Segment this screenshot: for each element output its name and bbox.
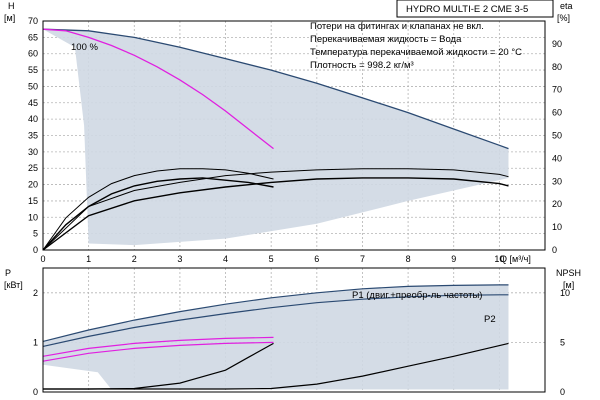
head-tick-label: 15: [28, 196, 38, 206]
curve-p1-max: [42, 284, 509, 342]
flow-tick-labels: 0 1 2 3 4 5 6 7 8 9 10: [40, 254, 504, 264]
power-envelope-area: [43, 284, 509, 390]
curve-head-max: [42, 28, 509, 150]
head-efficiency-panel: 0 1 2 3 4 5 6 7 8 9 10 051015202530354045505560657…: [4, 0, 573, 264]
npsh-tick-label: 10: [560, 288, 570, 298]
power-curves: [42, 284, 509, 390]
head-plot-frame: [42, 20, 546, 251]
npsh-tick-label: 5: [560, 337, 565, 347]
head-tick-label: 40: [28, 114, 38, 124]
efficiency-tick-label: 50: [552, 131, 562, 141]
efficiency-tick-label: 90: [552, 39, 562, 49]
head-tick-label: 50: [28, 81, 38, 91]
head-tick-label: 55: [28, 65, 38, 75]
curve-p1-100: [42, 336, 274, 357]
efficiency-tick-label: 80: [552, 62, 562, 72]
npsh-axis-unit: [м]: [563, 280, 574, 290]
curve-head-100: [42, 28, 274, 150]
head-tick-labels: 0 5 10 15 20 25 30 35 40 45 50 55 60 65 70: [28, 16, 38, 255]
efficiency-axis-unit: [%]: [557, 13, 570, 23]
note-temperature: Температура перекачиваемой жидкости = 20…: [310, 47, 522, 58]
npsh-tick-labels: 0 5 10: [560, 288, 570, 397]
head-tick-label: 65: [28, 32, 38, 42]
efficiency-axis-label: eta: [560, 1, 573, 11]
power-plot-frame: [42, 267, 546, 393]
curve-eta-small-inner: [42, 177, 274, 251]
head-curves: [42, 28, 509, 251]
head-tick-label: 25: [28, 163, 38, 173]
efficiency-tick-label: 40: [552, 153, 562, 163]
head-tick-label: 20: [28, 180, 38, 190]
efficiency-tick-label: 20: [552, 199, 562, 209]
efficiency-tick-label: 60: [552, 108, 562, 118]
head-envelope-area: [43, 29, 509, 246]
flow-tick-label: 6: [314, 254, 319, 264]
curve-eta-large-outer: [42, 168, 509, 251]
efficiency-tick-label: 0: [552, 245, 557, 255]
note-density: Плотность = 998.2 кг/м³: [310, 60, 414, 71]
efficiency-tick-label: 70: [552, 85, 562, 95]
p1-series-label: P1 (двиг.+преобр-ль частоты): [352, 290, 482, 301]
head-tick-label: 10: [28, 212, 38, 222]
head-tick-label: 0: [33, 245, 38, 255]
flow-tick-label: 8: [406, 254, 411, 264]
head-tick-label: 45: [28, 98, 38, 108]
efficiency-tick-label: 10: [552, 222, 562, 232]
head-axis-unit: [м]: [4, 13, 15, 23]
note-fittings: Потери на фитингах и клапанах не вкл.: [310, 21, 484, 32]
note-liquid: Перекачиваемая жидкость = Вода: [310, 34, 462, 45]
curve-p2-max: [42, 294, 509, 347]
flow-axis-label: Q [м³/ч]: [500, 254, 531, 264]
flow-tick-label: 1: [86, 254, 91, 264]
curve-p2-100: [42, 341, 274, 362]
p2-series-label: P2: [484, 314, 496, 325]
flow-tick-label: 9: [451, 254, 456, 264]
flow-tick-label: 7: [360, 254, 365, 264]
head-tick-label: 70: [28, 16, 38, 26]
flow-tick-label: 3: [177, 254, 182, 264]
curve-eta-large-inner: [42, 177, 509, 251]
npsh-axis-label: NPSH: [556, 268, 581, 278]
flow-tick-label: 5: [269, 254, 274, 264]
efficiency-tick-label: 30: [552, 176, 562, 186]
flow-tick-label: 0: [40, 254, 45, 264]
speed-100-label: 100 %: [71, 42, 98, 53]
flow-tick-label: 4: [223, 254, 228, 264]
power-axis-unit: [кВт]: [4, 280, 23, 290]
title-box: [396, 0, 554, 18]
head-axis-label: H: [8, 1, 15, 11]
head-tick-label: 5: [33, 229, 38, 239]
flow-tick-label: 10: [494, 254, 504, 264]
curve-eta-small-outer: [42, 168, 274, 251]
chart-title: HYDRO MULTI-E 2 CME 3-5: [406, 4, 528, 15]
efficiency-tick-labels: 0 10 20 30 40 50 60 70 80 90: [552, 39, 562, 255]
power-npsh-panel: 0 1 2 0 5 10 P [кВт] NPSH [м] P1 (двиг.+прео…: [4, 267, 581, 397]
power-tick-labels: 0 1 2: [33, 288, 38, 397]
power-tick-label: 0: [33, 387, 38, 397]
npsh-tick-label: 0: [560, 387, 565, 397]
curve-npsh-large: [43, 342, 509, 390]
power-axis-label: P: [5, 268, 11, 278]
power-tick-label: 1: [33, 337, 38, 347]
head-tick-label: 35: [28, 131, 38, 141]
head-tick-label: 60: [28, 49, 38, 59]
head-tick-label: 30: [28, 147, 38, 157]
flow-tick-label: 2: [132, 254, 137, 264]
power-tick-label: 2: [33, 288, 38, 298]
